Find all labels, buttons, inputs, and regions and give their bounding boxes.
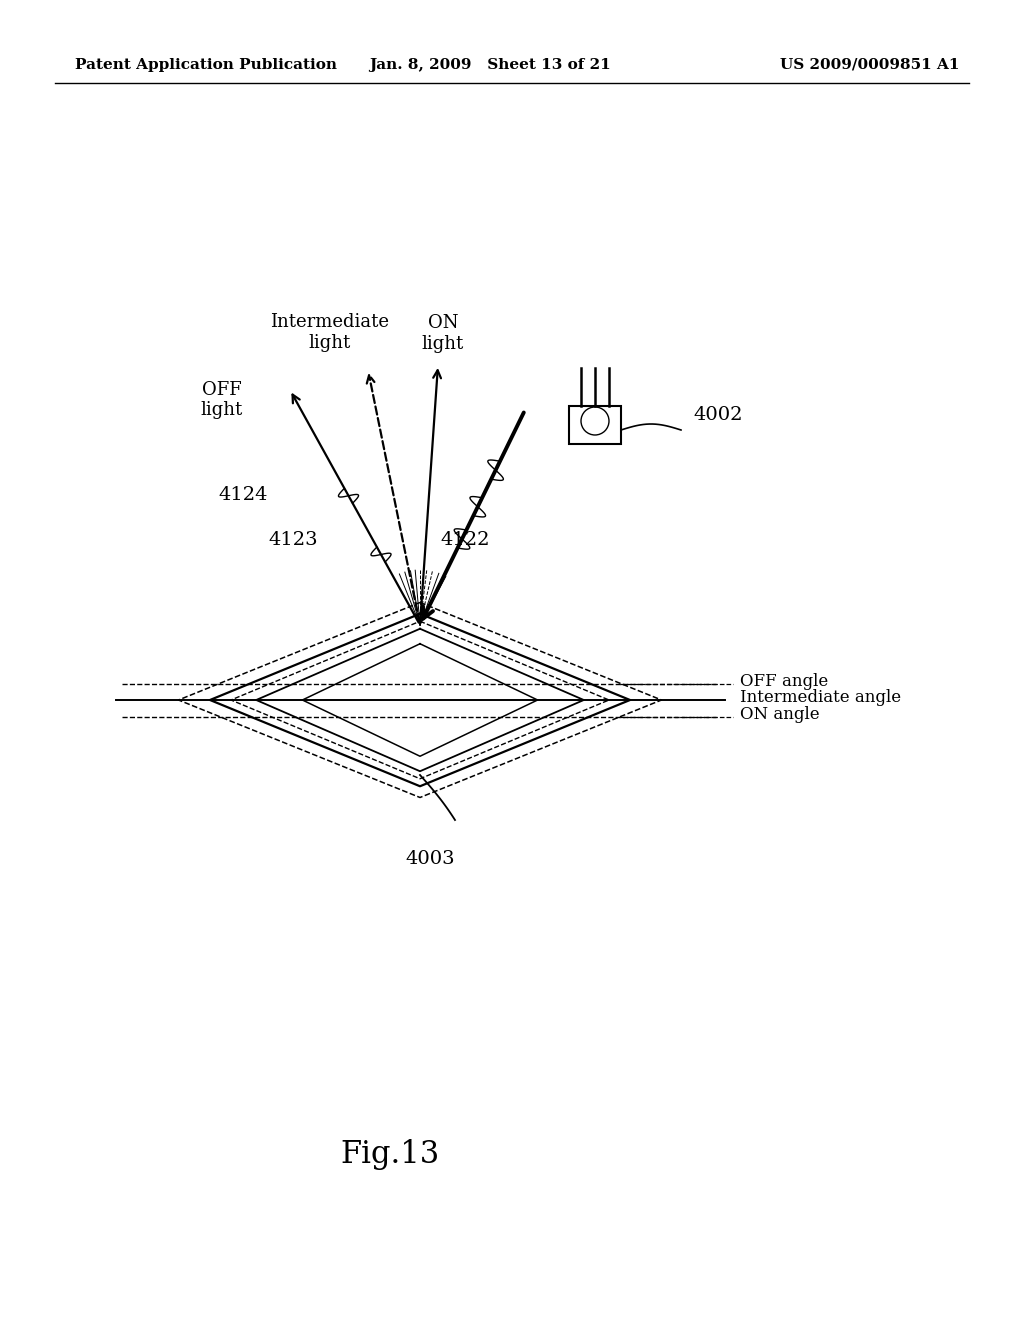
Text: Intermediate angle: Intermediate angle — [740, 689, 901, 706]
Text: US 2009/0009851 A1: US 2009/0009851 A1 — [780, 58, 961, 73]
Text: 4002: 4002 — [693, 407, 742, 424]
Text: 4123: 4123 — [268, 531, 317, 549]
Text: 4122: 4122 — [440, 531, 489, 549]
Text: 4003: 4003 — [406, 850, 455, 869]
Text: ON
light: ON light — [422, 314, 464, 352]
Bar — [569, 407, 621, 444]
Text: OFF
light: OFF light — [201, 380, 243, 420]
Text: 4121: 4121 — [573, 426, 623, 444]
Text: Fig.13: Fig.13 — [340, 1139, 439, 1171]
Text: OFF angle: OFF angle — [740, 673, 828, 690]
Text: ON angle: ON angle — [740, 706, 820, 723]
Circle shape — [581, 407, 609, 436]
Text: 4124: 4124 — [218, 486, 267, 504]
Text: Patent Application Publication: Patent Application Publication — [75, 58, 337, 73]
Text: Intermediate
light: Intermediate light — [270, 313, 389, 352]
Text: Jan. 8, 2009   Sheet 13 of 21: Jan. 8, 2009 Sheet 13 of 21 — [369, 58, 611, 73]
